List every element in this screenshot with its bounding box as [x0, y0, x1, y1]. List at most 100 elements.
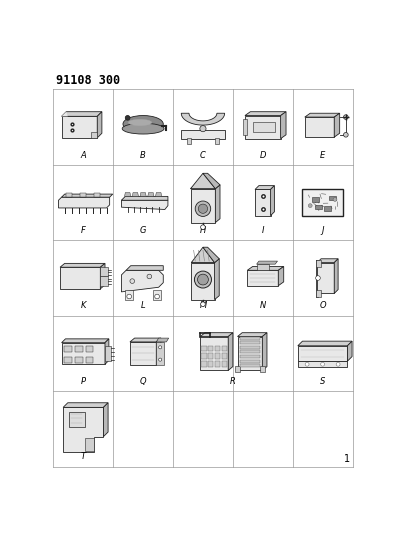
Polygon shape: [124, 192, 131, 196]
Circle shape: [125, 116, 130, 120]
Text: R: R: [230, 377, 236, 386]
Text: M: M: [199, 302, 207, 310]
Polygon shape: [203, 247, 219, 263]
Bar: [215, 353, 221, 359]
Polygon shape: [278, 266, 284, 286]
Bar: [190, 189, 215, 223]
Bar: [130, 342, 156, 365]
Bar: [312, 197, 319, 202]
Bar: [253, 122, 275, 133]
Bar: [191, 263, 215, 300]
Bar: [316, 260, 321, 267]
Circle shape: [344, 133, 348, 137]
Polygon shape: [156, 192, 162, 196]
Bar: [238, 336, 262, 370]
Bar: [245, 116, 281, 139]
Polygon shape: [298, 341, 352, 346]
Bar: [153, 290, 161, 300]
Text: 1: 1: [344, 454, 350, 464]
Circle shape: [308, 204, 312, 207]
Bar: [75, 357, 82, 363]
Text: I: I: [261, 226, 264, 235]
Bar: [243, 119, 246, 135]
Circle shape: [194, 271, 211, 288]
Polygon shape: [281, 112, 286, 139]
Bar: [324, 206, 331, 211]
Text: K: K: [80, 302, 86, 310]
Bar: [69, 412, 85, 427]
Bar: [222, 361, 227, 367]
Circle shape: [155, 294, 160, 299]
Circle shape: [316, 276, 320, 280]
Ellipse shape: [128, 119, 152, 126]
Bar: [94, 193, 100, 197]
Text: F: F: [81, 226, 86, 235]
Polygon shape: [105, 339, 109, 364]
Polygon shape: [181, 113, 225, 125]
Polygon shape: [200, 333, 233, 336]
Text: D: D: [259, 150, 266, 159]
Text: E: E: [320, 150, 325, 159]
Bar: [240, 360, 260, 363]
Polygon shape: [347, 341, 352, 361]
Polygon shape: [97, 112, 102, 138]
Bar: [62, 343, 105, 364]
Bar: [240, 346, 260, 349]
Bar: [240, 364, 260, 367]
Polygon shape: [305, 113, 340, 117]
Circle shape: [344, 115, 348, 119]
Bar: [105, 346, 111, 361]
Bar: [240, 336, 260, 340]
Polygon shape: [334, 113, 340, 137]
Polygon shape: [334, 259, 338, 294]
Polygon shape: [191, 259, 219, 263]
Polygon shape: [238, 333, 267, 336]
Bar: [208, 361, 213, 367]
Circle shape: [195, 201, 211, 216]
Circle shape: [201, 302, 205, 306]
Circle shape: [127, 294, 131, 299]
Polygon shape: [62, 112, 68, 116]
Polygon shape: [59, 197, 110, 208]
Polygon shape: [247, 266, 284, 270]
Bar: [181, 130, 225, 140]
Bar: [80, 193, 86, 197]
Polygon shape: [203, 173, 220, 189]
Bar: [201, 361, 207, 367]
Polygon shape: [215, 185, 220, 223]
Bar: [86, 346, 93, 352]
Text: N: N: [260, 302, 266, 310]
Polygon shape: [63, 403, 108, 407]
Bar: [222, 353, 227, 359]
Circle shape: [305, 362, 309, 366]
Text: O: O: [319, 302, 326, 310]
Polygon shape: [228, 333, 233, 370]
Bar: [303, 189, 343, 216]
Ellipse shape: [122, 123, 164, 134]
Bar: [100, 277, 108, 286]
Bar: [215, 346, 221, 351]
Polygon shape: [132, 192, 139, 196]
Polygon shape: [148, 192, 154, 196]
Text: H: H: [200, 226, 206, 235]
Polygon shape: [122, 200, 168, 209]
Bar: [215, 361, 221, 367]
Bar: [75, 346, 82, 352]
Polygon shape: [122, 196, 168, 200]
Polygon shape: [100, 263, 105, 289]
Circle shape: [336, 362, 340, 366]
Bar: [60, 267, 100, 289]
Polygon shape: [156, 338, 161, 365]
Circle shape: [333, 198, 337, 201]
Bar: [208, 353, 213, 359]
Polygon shape: [156, 338, 169, 342]
Bar: [317, 263, 334, 294]
Polygon shape: [63, 407, 103, 452]
Bar: [305, 117, 334, 137]
Polygon shape: [270, 185, 274, 216]
Circle shape: [200, 126, 206, 132]
Circle shape: [198, 204, 208, 213]
Bar: [200, 336, 228, 370]
Bar: [215, 138, 219, 144]
Polygon shape: [245, 112, 286, 116]
